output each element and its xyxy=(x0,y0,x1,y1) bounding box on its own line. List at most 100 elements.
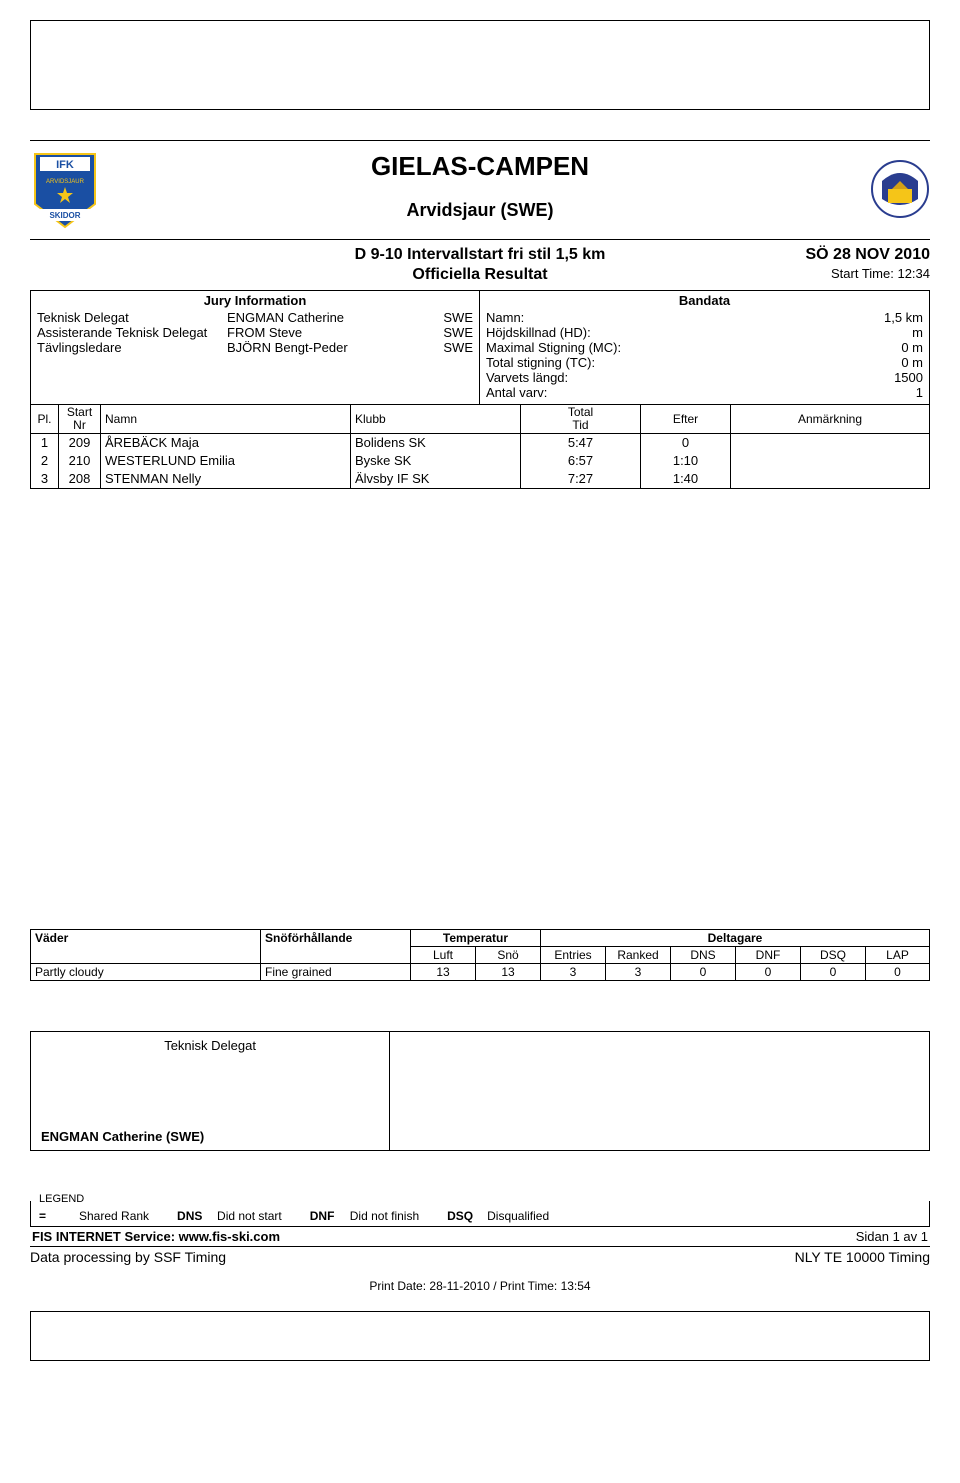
jury-code: SWE xyxy=(423,310,473,325)
processing-row: Data processing by SSF Timing NLY TE 100… xyxy=(30,1247,930,1265)
wh-snot: Snö xyxy=(476,947,541,963)
event-date: SÖ 28 NOV 2010 xyxy=(605,246,930,264)
col-behind: Efter xyxy=(641,405,731,433)
wh-dnf: DNF xyxy=(736,947,801,963)
course-value: m xyxy=(843,325,923,340)
table-row: 3208STENMAN NellyÄlvsby IF SK7:271:40 xyxy=(31,470,929,488)
wh-ranked: Ranked xyxy=(606,947,671,963)
wd-dsq: 0 xyxy=(801,964,866,980)
cell-name: WESTERLUND Emilia xyxy=(101,452,351,470)
club-logo-left: IFK ARVIDSJAUR SKIDOR xyxy=(30,149,100,229)
cell-startnr: 210 xyxy=(59,452,101,470)
cell-behind: 1:40 xyxy=(641,470,731,488)
course-heading: Bandata xyxy=(486,293,923,308)
cell-time: 6:57 xyxy=(521,452,641,470)
results-subtitle: Officiella Resultat xyxy=(230,266,730,284)
course-row: Namn:1,5 km xyxy=(486,310,923,325)
wd-dns: 0 xyxy=(671,964,736,980)
course-value: 1 xyxy=(843,385,923,400)
legend-item: DNF Did not finish xyxy=(310,1209,419,1223)
jury-name: FROM Steve xyxy=(227,325,423,340)
weather-table: Väder Snöförhållande Temperatur Deltagar… xyxy=(30,929,930,981)
event-name: D 9-10 Intervallstart fri stil 1,5 km xyxy=(355,246,606,264)
jury-row: Teknisk DelegatENGMAN CatherineSWE xyxy=(37,310,473,325)
cell-name: ÅREBÄCK Maja xyxy=(101,434,351,452)
course-label: Total stigning (TC): xyxy=(486,355,843,370)
info-box: Jury Information Teknisk DelegatENGMAN C… xyxy=(30,290,930,405)
course-label: Antal varv: xyxy=(486,385,843,400)
legend-symbol: DNS xyxy=(177,1209,207,1223)
col-place: Pl. xyxy=(31,405,59,433)
wh-lap: LAP xyxy=(866,947,929,963)
wh-luft: Luft xyxy=(411,947,476,963)
course-row: Höjdskillnad (HD):m xyxy=(486,325,923,340)
jury-name: ENGMAN Catherine xyxy=(227,310,423,325)
legend-symbol: = xyxy=(39,1209,69,1223)
wd-sno: Fine grained xyxy=(261,964,411,980)
course-value: 0 m xyxy=(843,355,923,370)
cell-place: 2 xyxy=(31,452,59,470)
timing-text: NLY TE 10000 Timing xyxy=(795,1249,930,1265)
table-row: 1209ÅREBÄCK MajaBolidens SK5:470 xyxy=(31,434,929,452)
cell-startnr: 208 xyxy=(59,470,101,488)
jury-name: BJÖRN Bengt-Peder xyxy=(227,340,423,355)
cell-behind: 1:10 xyxy=(641,452,731,470)
wh-delt: Deltagare xyxy=(541,930,929,947)
jury-role: Teknisk Delegat xyxy=(37,310,227,325)
cell-behind: 0 xyxy=(641,434,731,452)
course-label: Höjdskillnad (HD): xyxy=(486,325,843,340)
results-body: 1209ÅREBÄCK MajaBolidens SK5:4702210WEST… xyxy=(30,434,930,489)
legend-item: = Shared Rank xyxy=(39,1209,149,1223)
course-label: Namn: xyxy=(486,310,843,325)
wh-temp: Temperatur xyxy=(411,930,541,947)
course-value: 0 m xyxy=(843,340,923,355)
signature-name: ENGMAN Catherine (SWE) xyxy=(41,1129,379,1144)
subtitle-row: Officiella Resultat Start Time: 12:34 xyxy=(30,266,930,284)
course-value: 1500 xyxy=(843,370,923,385)
table-row: 2210WESTERLUND EmiliaByske SK6:571:10 xyxy=(31,452,929,470)
title-block: GIELAS-CAMPEN Arvidsjaur (SWE) xyxy=(371,151,589,221)
jury-code: SWE xyxy=(423,325,473,340)
cell-startnr: 209 xyxy=(59,434,101,452)
jury-column: Jury Information Teknisk DelegatENGMAN C… xyxy=(31,291,480,404)
competition-location: Arvidsjaur (SWE) xyxy=(371,200,589,221)
federation-logo-right xyxy=(870,159,930,219)
course-row: Maximal Stigning (MC):0 m xyxy=(486,340,923,355)
course-row: Varvets längd:1500 xyxy=(486,370,923,385)
col-total-time: Total Tid xyxy=(521,405,641,433)
results-header-row: Pl. Start Nr Namn Klubb Total Tid Efter … xyxy=(30,405,930,434)
cell-remark xyxy=(731,452,929,470)
course-row: Antal varv:1 xyxy=(486,385,923,400)
legend-item: DSQDisqualified xyxy=(447,1209,549,1223)
header-section: IFK ARVIDSJAUR SKIDOR GIELAS-CAMPEN Arvi… xyxy=(30,140,930,240)
col-name: Namn xyxy=(101,405,351,433)
legend-text: Did not start xyxy=(217,1209,282,1223)
processing-text: Data processing by SSF Timing xyxy=(30,1249,226,1265)
bottom-placeholder-box xyxy=(30,1311,930,1361)
fis-service-row: FIS INTERNET Service: www.fis-ski.com Si… xyxy=(30,1227,930,1247)
top-placeholder-box xyxy=(30,20,930,110)
print-info: Print Date: 28-11-2010 / Print Time: 13:… xyxy=(30,1279,930,1293)
svg-text:IFK: IFK xyxy=(56,159,74,171)
course-column: Bandata Namn:1,5 kmHöjdskillnad (HD):mMa… xyxy=(480,291,929,404)
jury-row: TävlingsledareBJÖRN Bengt-PederSWE xyxy=(37,340,473,355)
legend-box: LEGEND =Shared RankDNSDid not startDNFDi… xyxy=(30,1201,930,1227)
legend-text: Shared Rank xyxy=(79,1209,149,1223)
signature-box: Teknisk Delegat ENGMAN Catherine (SWE) xyxy=(30,1031,930,1151)
jury-role: Assisterande Teknisk Delegat xyxy=(37,325,227,340)
signature-role: Teknisk Delegat xyxy=(41,1038,379,1053)
wd-entries: 3 xyxy=(541,964,606,980)
legend-text: Disqualified xyxy=(487,1209,549,1223)
page-number: Sidan 1 av 1 xyxy=(856,1229,928,1244)
cell-place: 1 xyxy=(31,434,59,452)
event-row: D 9-10 Intervallstart fri stil 1,5 km SÖ… xyxy=(30,246,930,264)
legend-text: Did not finish xyxy=(350,1209,419,1223)
course-row: Total stigning (TC):0 m xyxy=(486,355,923,370)
course-label: Varvets längd: xyxy=(486,370,843,385)
jury-row: Assisterande Teknisk DelegatFROM SteveSW… xyxy=(37,325,473,340)
legend-symbol: DNF xyxy=(310,1209,340,1223)
svg-text:SKIDOR: SKIDOR xyxy=(49,211,80,220)
wd-luft: 13 xyxy=(411,964,476,980)
course-label: Maximal Stigning (MC): xyxy=(486,340,843,355)
cell-place: 3 xyxy=(31,470,59,488)
